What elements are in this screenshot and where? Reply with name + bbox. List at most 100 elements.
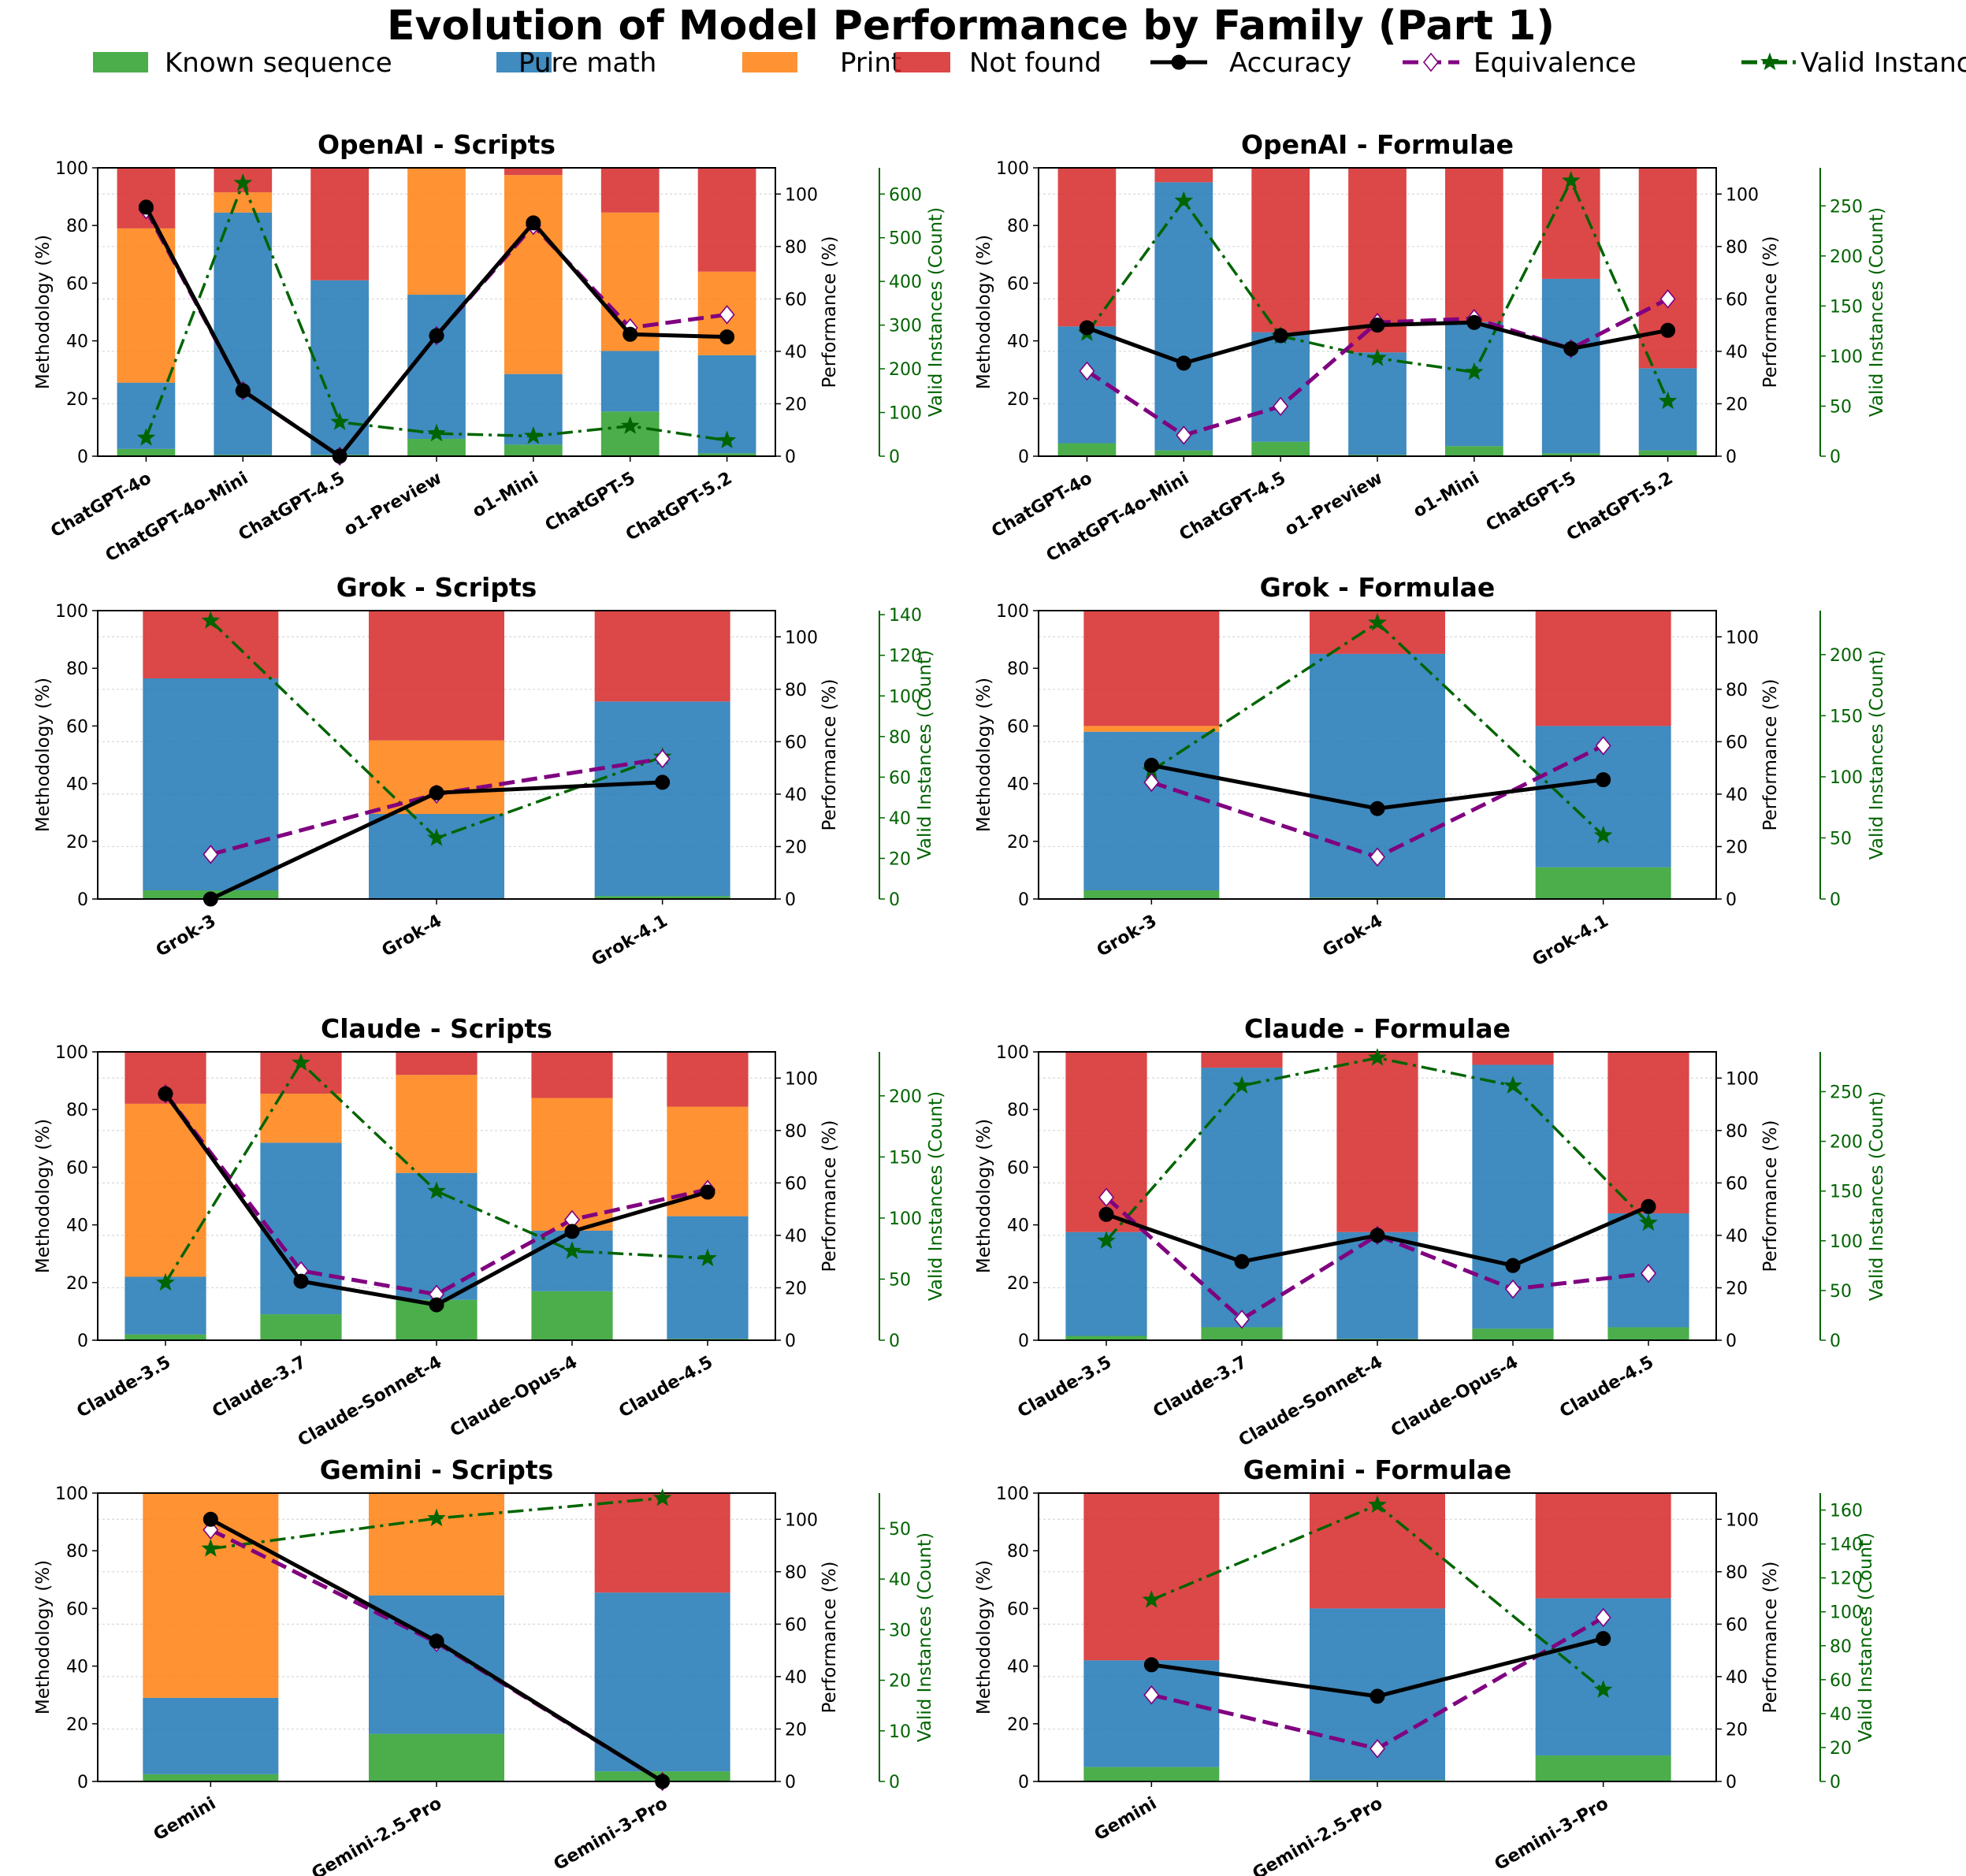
bar-pure-math <box>1065 1231 1147 1336</box>
left-tick-label: 20 <box>1007 833 1029 853</box>
bar-print <box>407 168 466 295</box>
bar-pure-math <box>667 1216 749 1339</box>
right-tick-label: 60 <box>1726 733 1748 752</box>
bar-not-found <box>1607 1052 1689 1213</box>
point-accuracy <box>1563 341 1579 357</box>
point-valid-instances <box>427 423 446 442</box>
bar-not-found <box>1083 611 1220 726</box>
point-accuracy <box>526 215 541 231</box>
point-accuracy <box>235 383 251 399</box>
point-valid-instances <box>1174 191 1194 209</box>
bar-known-sequence <box>1472 1328 1554 1340</box>
bar-known-sequence <box>1083 1766 1220 1781</box>
bar-known-sequence <box>1083 890 1220 899</box>
right-tick-label: 100 <box>785 185 818 205</box>
point-accuracy <box>1370 318 1385 333</box>
count-tick-label: 0 <box>1830 890 1841 910</box>
point-valid-instances <box>330 412 349 430</box>
point-valid-instances <box>524 426 543 444</box>
bar-not-found <box>369 611 504 741</box>
bar-not-found <box>1154 168 1213 183</box>
left-tick-label: 100 <box>996 1043 1029 1063</box>
count-tick-label: 400 <box>889 273 922 292</box>
count-tick-label: 150 <box>1830 707 1863 726</box>
legend-marker <box>1422 52 1440 72</box>
left-tick-label: 80 <box>1007 659 1029 679</box>
right-axis-label: Performance (%) <box>1760 1562 1781 1714</box>
left-tick-label: 80 <box>1007 1101 1029 1120</box>
right-axis-label: Performance (%) <box>819 236 840 388</box>
right-tick-label: 40 <box>785 343 807 362</box>
count-tick-label: 200 <box>889 1087 922 1107</box>
count-tick-label: 0 <box>1830 1332 1841 1351</box>
bar-known-sequence <box>504 444 563 456</box>
legend-swatch <box>895 52 950 72</box>
count-axis-label: Valid Instances (Count) <box>1856 1532 1876 1742</box>
left-tick-label: 0 <box>77 1773 88 1792</box>
bar-not-found <box>667 1052 749 1107</box>
count-tick-label: 250 <box>1830 1083 1863 1102</box>
point-valid-instances <box>1658 391 1678 410</box>
point-valid-instances <box>1593 825 1613 844</box>
bar-pure-math <box>594 1592 730 1772</box>
bar-print <box>531 1098 613 1231</box>
left-tick-label: 60 <box>66 1599 88 1619</box>
point-accuracy <box>293 1273 309 1289</box>
bar-pure-math <box>531 1230 613 1291</box>
bar-pure-math <box>143 1697 279 1774</box>
point-accuracy <box>138 199 154 215</box>
point-valid-instances <box>1561 171 1581 189</box>
point-accuracy <box>1660 322 1676 338</box>
bar-known-sequence <box>1445 446 1503 456</box>
right-tick-label: 60 <box>785 1615 807 1635</box>
bar-pure-math <box>1251 332 1310 442</box>
right-tick-label: 0 <box>1726 1332 1737 1351</box>
left-tick-label: 100 <box>996 1484 1029 1504</box>
bar-not-found <box>1251 168 1310 332</box>
figure-title: Evolution of Model Performance by Family… <box>387 2 1555 50</box>
point-valid-instances <box>233 173 253 191</box>
left-tick-label: 100 <box>55 602 88 622</box>
count-tick-label: 100 <box>1830 1603 1863 1623</box>
legend-entry-equivalence: Equivalence <box>1403 47 1637 79</box>
right-axis-label: Performance (%) <box>819 1562 840 1714</box>
left-tick-label: 100 <box>996 159 1029 179</box>
point-equivalence <box>1659 289 1676 309</box>
right-tick-label: 20 <box>1726 1279 1748 1298</box>
count-tick-label: 120 <box>1830 1570 1863 1589</box>
point-equivalence <box>1504 1279 1522 1299</box>
left-tick-label: 80 <box>66 1542 88 1562</box>
left-tick-label: 60 <box>1007 1599 1029 1619</box>
count-tick-label: 200 <box>1830 247 1863 267</box>
right-tick-label: 80 <box>1726 1563 1748 1583</box>
point-valid-instances <box>136 428 156 446</box>
count-tick-label: 100 <box>1830 1232 1863 1252</box>
left-axis-label: Methodology (%) <box>974 1560 994 1714</box>
left-axis-label: Methodology (%) <box>33 1560 54 1714</box>
count-tick-label: 100 <box>889 404 922 424</box>
legend-marker <box>1171 54 1187 70</box>
left-tick-label: 20 <box>1007 390 1029 410</box>
point-valid-instances <box>717 430 737 449</box>
left-tick-label: 20 <box>66 390 88 410</box>
point-valid-instances <box>427 1181 446 1199</box>
bar-not-found <box>1336 1052 1418 1232</box>
left-tick-label: 60 <box>1007 1158 1029 1178</box>
bar-print <box>396 1075 478 1173</box>
legend-label: Print <box>840 47 901 79</box>
count-axis-label: Valid Instances (Count) <box>926 1091 946 1301</box>
right-tick-label: 60 <box>785 733 807 752</box>
point-accuracy <box>429 328 444 344</box>
point-accuracy <box>158 1086 173 1101</box>
left-tick-label: 0 <box>1018 1332 1029 1351</box>
left-tick-label: 40 <box>66 1217 88 1236</box>
legend-marker <box>1760 52 1779 71</box>
left-axis-label: Methodology (%) <box>33 235 54 389</box>
bar-pure-math <box>1541 278 1600 454</box>
point-accuracy <box>1370 1688 1385 1704</box>
point-equivalence <box>1233 1309 1251 1329</box>
point-equivalence <box>1369 1739 1386 1759</box>
right-tick-label: 100 <box>1726 1510 1759 1530</box>
bar-known-sequence <box>117 448 176 456</box>
